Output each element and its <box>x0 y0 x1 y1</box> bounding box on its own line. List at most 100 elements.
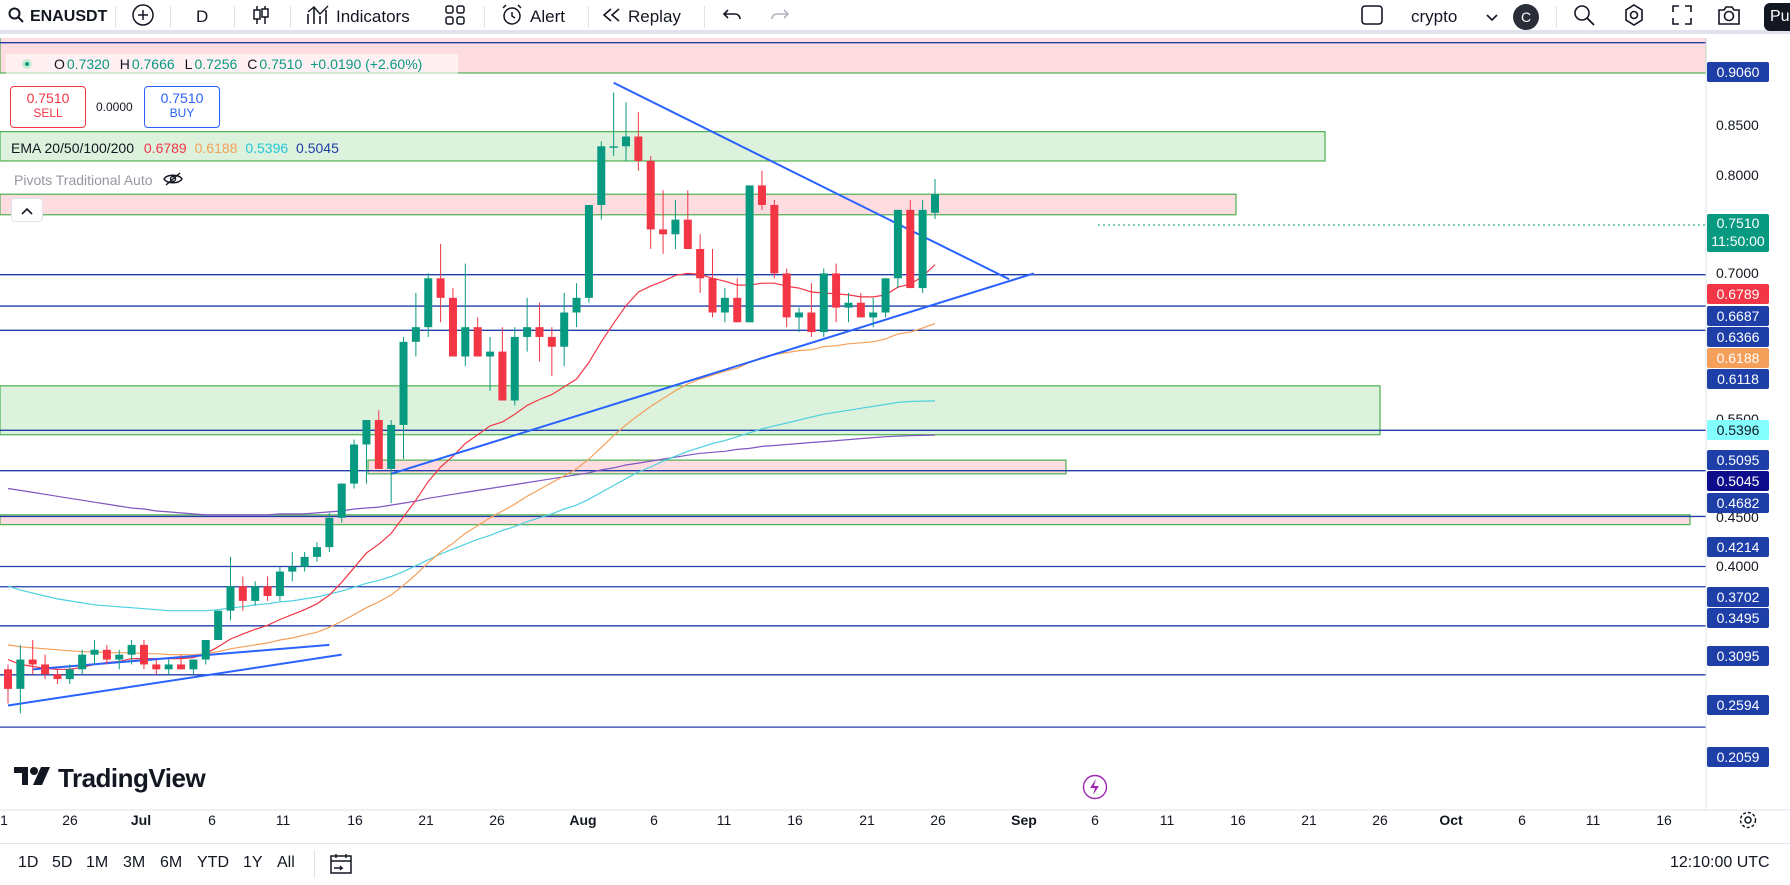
candle-body <box>634 136 643 161</box>
pivots-legend[interactable]: Pivots Traditional Auto <box>9 168 211 192</box>
range-1y-button[interactable]: 1Y <box>243 854 263 871</box>
candle-body <box>300 556 309 567</box>
candle <box>399 336 408 460</box>
magic-search-icon <box>1572 3 1596 32</box>
time-tick: 11 <box>275 812 291 828</box>
buy-price: 0.7510 <box>160 90 204 106</box>
candle <box>696 234 705 293</box>
sell-price: 0.7510 <box>26 90 70 106</box>
ema50-tag: 0.6188 <box>1707 348 1769 368</box>
candle-body <box>139 644 148 665</box>
grid-icon <box>444 4 466 31</box>
lightning-icon[interactable] <box>1082 774 1108 805</box>
fullscreen-layout-button[interactable] <box>1360 0 1384 34</box>
candle <box>634 112 643 171</box>
candle <box>362 420 371 484</box>
publish-button[interactable]: Pu <box>1764 0 1790 34</box>
candle <box>659 190 668 254</box>
candle-body <box>399 341 408 425</box>
range-ytd-button[interactable]: YTD <box>197 854 229 871</box>
candle <box>498 327 507 401</box>
bar-countdown: 11:50:00 <box>1711 233 1765 249</box>
candle <box>90 640 99 665</box>
replay-button[interactable]: Replay <box>602 0 681 34</box>
candle <box>931 178 939 220</box>
ema100-tag: 0.5396 <box>1707 420 1769 440</box>
candle <box>560 292 569 367</box>
candle-body <box>757 185 766 205</box>
range-3m-button[interactable]: 3M <box>123 854 146 871</box>
candle <box>770 200 779 279</box>
settings-button[interactable] <box>1622 0 1646 34</box>
chart-type-button[interactable] <box>250 0 272 34</box>
candle <box>609 92 618 157</box>
time-tick: 16 <box>347 812 363 828</box>
range-all-button[interactable]: All <box>277 854 295 871</box>
fullscreen-button[interactable] <box>1670 0 1694 34</box>
ema-legend[interactable]: EMA 20/50/100/200 0.6789 0.6188 0.5396 0… <box>11 140 339 156</box>
tv-logo-icon <box>14 765 52 792</box>
scale-settings-icon[interactable] <box>1738 810 1758 835</box>
time-tick: 16 <box>787 812 803 828</box>
candle <box>881 278 890 318</box>
layout-badge[interactable]: C <box>1513 0 1539 34</box>
range-1m-button[interactable]: 1M <box>86 854 109 871</box>
calendar-icon[interactable] <box>328 852 354 881</box>
compare-symbol-button[interactable] <box>131 0 155 34</box>
quick-search-button[interactable] <box>1572 0 1596 34</box>
ema50-value: 0.6188 <box>194 140 238 156</box>
price-chart[interactable] <box>0 38 1790 843</box>
snapshot-button[interactable] <box>1716 0 1742 34</box>
chevron-down-icon <box>1486 7 1498 27</box>
buy-button[interactable]: 0.7510 BUY <box>144 86 220 128</box>
candle <box>547 327 556 377</box>
interval-button[interactable]: D <box>196 0 208 34</box>
indicators-button[interactable]: Indicators <box>306 0 410 34</box>
candle-body <box>127 644 136 655</box>
layout-badge-label: C <box>1513 4 1539 30</box>
candle <box>572 283 581 328</box>
bottom-toolbar: 1D 5D 1M 3M 6M YTD 1Y All 12:10:00 UTC <box>0 843 1790 885</box>
undo-button[interactable] <box>722 0 742 34</box>
range-1d-button[interactable]: 1D <box>18 854 39 871</box>
candle-body <box>510 336 519 401</box>
level-tag: 0.2059 <box>1707 747 1769 767</box>
utc-clock[interactable]: 12:10:00 UTC <box>1670 854 1770 871</box>
candle <box>510 327 519 406</box>
candle-body <box>931 194 939 213</box>
candle <box>795 307 804 333</box>
price-tick: 0.7000 <box>1716 265 1759 281</box>
top-toolbar: ENAUSDT D Indicators Alert <box>0 0 1790 34</box>
layout-name-button[interactable]: crypto <box>1411 0 1457 34</box>
candle <box>177 654 186 670</box>
sell-button[interactable]: 0.7510 SELL <box>10 86 86 128</box>
candle-body <box>4 669 12 689</box>
time-tick: 6 <box>1091 812 1099 828</box>
ema20-value: 0.6789 <box>143 140 187 156</box>
tradingview-logo[interactable]: TradingView <box>14 763 206 794</box>
range-6m-button[interactable]: 6M <box>160 854 183 871</box>
candle <box>164 659 173 675</box>
close-value: 0.7510 <box>259 56 303 72</box>
templates-button[interactable] <box>444 0 466 34</box>
candle <box>263 576 272 601</box>
supply-zone <box>0 193 1237 216</box>
collapse-legend-button[interactable] <box>11 198 43 222</box>
symbol-search[interactable]: ENAUSDT <box>8 0 107 34</box>
candle-body <box>374 420 383 469</box>
market-status-dot[interactable] <box>22 59 32 69</box>
buy-label: BUY <box>169 106 195 120</box>
range-5d-button[interactable]: 5D <box>52 854 73 871</box>
candle-body <box>659 229 668 235</box>
alert-button[interactable]: Alert <box>500 0 565 34</box>
redo-button[interactable] <box>770 0 790 34</box>
plus-circle-icon <box>131 3 155 32</box>
interval-label: D <box>196 7 209 26</box>
layout-dropdown-button[interactable] <box>1486 0 1498 34</box>
candle <box>906 200 915 289</box>
candle-body <box>584 204 593 298</box>
candle-body <box>696 248 705 279</box>
candle-body <box>856 302 865 318</box>
candle-body <box>177 664 186 670</box>
eye-off-icon[interactable] <box>162 171 183 189</box>
